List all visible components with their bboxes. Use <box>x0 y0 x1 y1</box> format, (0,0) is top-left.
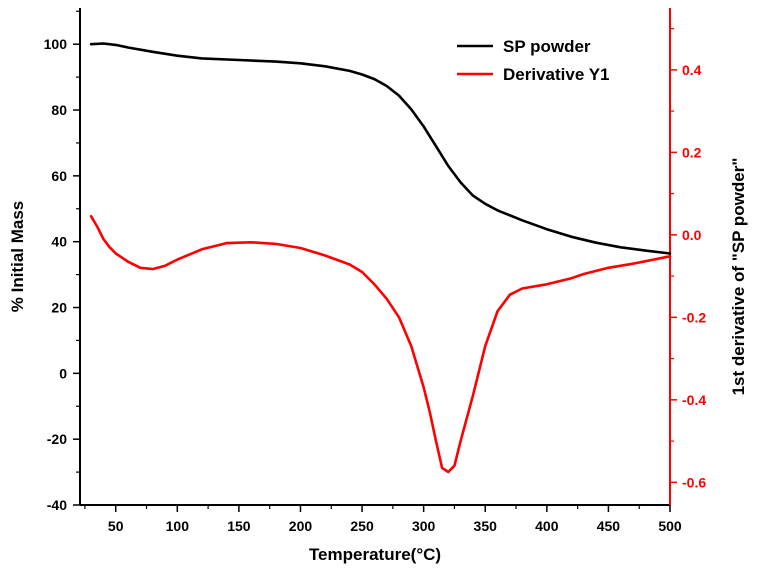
x-tick-label: 200 <box>289 518 313 534</box>
right-y-tick-label: -0.6 <box>682 474 706 490</box>
x-tick-label: 500 <box>658 518 682 534</box>
x-tick-label: 300 <box>412 518 436 534</box>
x-tick-label: 50 <box>108 518 124 534</box>
series-line-derivative-y1 <box>89 215 672 474</box>
x-tick-label: 350 <box>474 518 498 534</box>
left-y-axis-title: % Initial Mass <box>8 201 27 312</box>
right-y-tick-label: 0.2 <box>682 144 702 160</box>
right-y-tick-label: -0.2 <box>682 309 706 325</box>
right-y-tick-label: 0.0 <box>682 227 702 243</box>
x-tick-label: 150 <box>227 518 251 534</box>
x-axis-title: Temperature(°C) <box>309 545 441 564</box>
left-y-tick-label: 40 <box>51 234 67 250</box>
left-y-tick-label: 100 <box>44 36 68 52</box>
series-line-sp-powder <box>89 42 672 255</box>
right-y-tick-label: 0.4 <box>682 62 702 78</box>
left-y-tick-label: -40 <box>47 497 67 513</box>
x-tick-label: 450 <box>597 518 621 534</box>
legend-label: SP powder <box>503 37 591 56</box>
left-y-tick-label: 20 <box>51 300 67 316</box>
x-tick-label: 400 <box>535 518 559 534</box>
x-tick-label: 250 <box>350 518 374 534</box>
x-tick-label: 100 <box>166 518 190 534</box>
left-y-tick-label: -20 <box>47 431 67 447</box>
left-y-tick-label: 80 <box>51 102 67 118</box>
legend-label: Derivative Y1 <box>503 65 609 84</box>
left-y-tick-label: 60 <box>51 168 67 184</box>
left-y-tick-label: 0 <box>59 365 67 381</box>
right-y-tick-label: -0.4 <box>682 392 706 408</box>
right-y-axis-title: 1st derivative of "SP powder" <box>729 158 748 396</box>
